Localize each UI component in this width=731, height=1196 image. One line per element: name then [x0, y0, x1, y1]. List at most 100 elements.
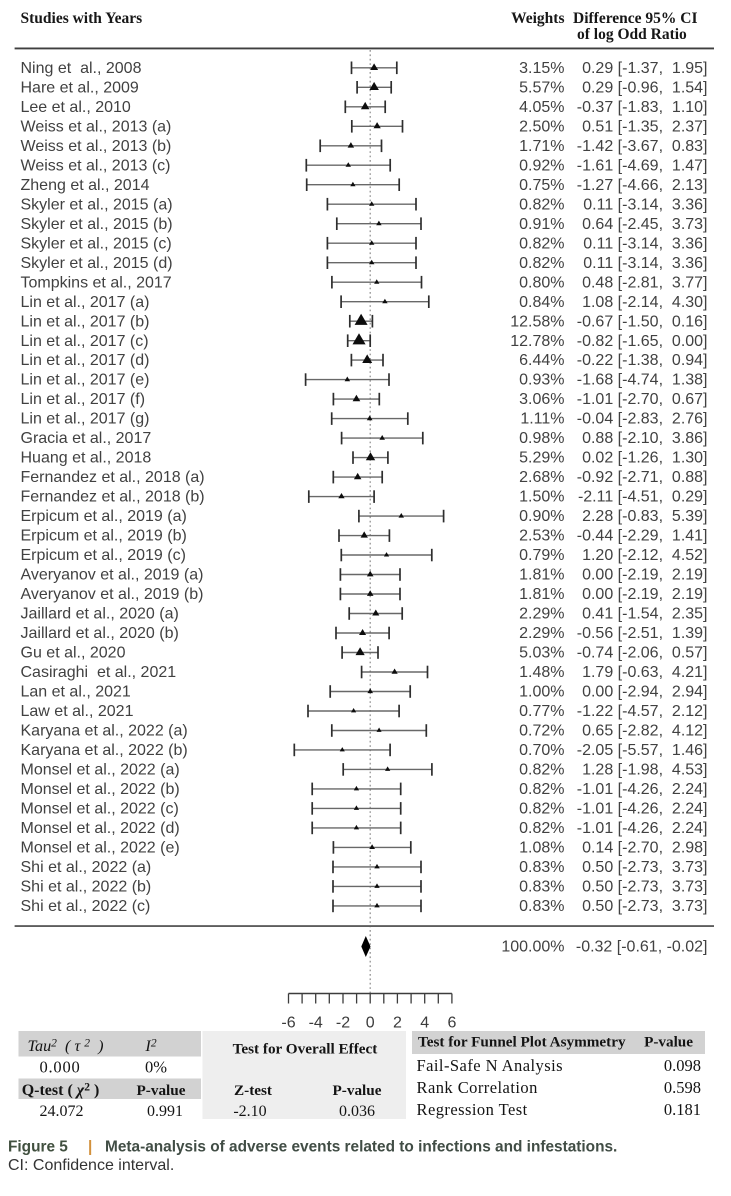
svg-text:Gracia et al., 2017: Gracia et al., 2017 — [21, 430, 152, 447]
svg-text:0.82%: 0.82% — [519, 781, 564, 798]
svg-text:Regression Test: Regression Test — [417, 1100, 528, 1119]
svg-text:Lin et al., 2017 (g): Lin et al., 2017 (g) — [21, 411, 150, 428]
svg-text:Fernandez et al., 2018 (a): Fernandez et al., 2018 (a) — [21, 469, 205, 486]
svg-text:P-value: P-value — [333, 1082, 382, 1099]
svg-text:Studies with Years: Studies with Years — [21, 10, 143, 27]
svg-text:1.71%: 1.71% — [519, 138, 564, 155]
svg-text:1.00%: 1.00% — [519, 684, 564, 701]
svg-text:0.991: 0.991 — [147, 1103, 183, 1120]
svg-text:P-value: P-value — [644, 1034, 693, 1051]
svg-text:-1.01 [-4.26, 2.24]: -1.01 [-4.26, 2.24] — [577, 781, 708, 798]
svg-text:-4: -4 — [309, 1015, 323, 1032]
svg-text:Jaillard et al., 2020 (b): Jaillard et al., 2020 (b) — [21, 625, 179, 642]
svg-text:0.11 [-3.14, 3.36]: 0.11 [-3.14, 3.36] — [583, 255, 707, 272]
svg-text:0%: 0% — [145, 1058, 167, 1077]
svg-text:1.28 [-1.98, 4.53]: 1.28 [-1.98, 4.53] — [582, 762, 707, 779]
svg-text:P-value: P-value — [137, 1082, 186, 1099]
svg-text:Monsel et al., 2022 (c): Monsel et al., 2022 (c) — [21, 801, 179, 818]
svg-text:-0.67 [-1.50, 0.16]: -0.67 [-1.50, 0.16] — [577, 313, 708, 330]
svg-text:1.81%: 1.81% — [519, 586, 564, 603]
svg-text:0.51 [-1.35, 2.37]: 0.51 [-1.35, 2.37] — [582, 118, 707, 135]
svg-text:0.79%: 0.79% — [519, 547, 564, 564]
svg-text:Lan et al., 2021: Lan et al., 2021 — [21, 684, 131, 701]
svg-text:Q-test ( χ2 ): Q-test ( χ2 ) — [22, 1082, 100, 1100]
svg-text:-2.05 [-5.57, 1.46]: -2.05 [-5.57, 1.46] — [577, 742, 708, 759]
svg-text:-1.27 [-4.66, 2.13]: -1.27 [-4.66, 2.13] — [577, 177, 708, 194]
svg-text:-0.04 [-2.83, 2.76]: -0.04 [-2.83, 2.76] — [577, 411, 708, 428]
svg-text:-1.01 [-2.70, 0.67]: -1.01 [-2.70, 0.67] — [577, 391, 708, 408]
svg-text:Gu et al., 2020: Gu et al., 2020 — [21, 645, 126, 662]
svg-text:Tompkins et al., 2017: Tompkins et al., 2017 — [21, 274, 172, 291]
svg-text:-1.61 [-4.69, 1.47]: -1.61 [-4.69, 1.47] — [577, 157, 708, 174]
svg-text:0.11 [-3.14, 3.36]: 0.11 [-3.14, 3.36] — [583, 235, 707, 252]
svg-text:Lin et al., 2017 (a): Lin et al., 2017 (a) — [21, 294, 150, 311]
svg-text:-0.56 [-2.51, 1.39]: -0.56 [-2.51, 1.39] — [577, 625, 708, 642]
svg-text:Lin et al., 2017 (b): Lin et al., 2017 (b) — [21, 313, 150, 330]
svg-text:Erpicum et al., 2019 (b): Erpicum et al., 2019 (b) — [21, 528, 187, 545]
svg-text:Skyler et al., 2015 (c): Skyler et al., 2015 (c) — [21, 235, 172, 252]
svg-text:2.29%: 2.29% — [519, 606, 564, 623]
svg-text:Skyler et al., 2015 (d): Skyler et al., 2015 (d) — [21, 255, 173, 272]
svg-text:Fail-Safe N Analysis: Fail-Safe N Analysis — [417, 1056, 564, 1075]
svg-text:0.41 [-1.54, 2.35]: 0.41 [-1.54, 2.35] — [582, 606, 707, 623]
svg-text:Lin et al., 2017 (f): Lin et al., 2017 (f) — [21, 391, 146, 408]
svg-text:3.15%: 3.15% — [519, 60, 564, 77]
svg-text:Fernandez et al., 2018 (b): Fernandez et al., 2018 (b) — [21, 489, 205, 506]
svg-text:-0.44 [-2.29, 1.41]: -0.44 [-2.29, 1.41] — [577, 528, 708, 545]
svg-text:-1.01 [-4.26, 2.24]: -1.01 [-4.26, 2.24] — [577, 820, 708, 837]
svg-text:4: 4 — [420, 1015, 429, 1032]
svg-text:1.50%: 1.50% — [519, 489, 564, 506]
svg-text:1.79 [-0.63, 4.21]: 1.79 [-0.63, 4.21] — [582, 664, 707, 681]
svg-text:Averyanov et al., 2019 (a): Averyanov et al., 2019 (a) — [21, 567, 204, 584]
svg-text:Huang et al., 2018: Huang et al., 2018 — [21, 450, 152, 467]
svg-text:Monsel et al., 2022 (d): Monsel et al., 2022 (d) — [21, 820, 180, 837]
svg-text:0.000: 0.000 — [39, 1058, 80, 1077]
svg-text:Lin et al., 2017 (c): Lin et al., 2017 (c) — [21, 333, 149, 350]
svg-text:Z-test: Z-test — [234, 1082, 272, 1099]
svg-text:0.036: 0.036 — [339, 1103, 375, 1120]
svg-text:Test for Funnel Plot Asymmetry: Test for Funnel Plot Asymmetry — [418, 1034, 626, 1051]
svg-text:0.72%: 0.72% — [519, 723, 564, 740]
svg-text:1.11%: 1.11% — [520, 411, 564, 428]
svg-text:5.57%: 5.57% — [519, 79, 564, 96]
svg-text:0.77%: 0.77% — [519, 703, 564, 720]
svg-text:1.81%: 1.81% — [519, 567, 564, 584]
svg-text:Monsel et al., 2022 (b): Monsel et al., 2022 (b) — [21, 781, 180, 798]
svg-text:0.83%: 0.83% — [519, 859, 564, 876]
svg-text:0.50 [-2.73, 3.73]: 0.50 [-2.73, 3.73] — [582, 859, 707, 876]
svg-text:-0.37 [-1.83, 1.10]: -0.37 [-1.83, 1.10] — [577, 99, 708, 116]
svg-text:2.29%: 2.29% — [519, 625, 564, 642]
svg-text:12.58%: 12.58% — [510, 313, 564, 330]
svg-text:0.82%: 0.82% — [519, 762, 564, 779]
svg-text:0.098: 0.098 — [664, 1056, 701, 1075]
svg-text:0.29 [-0.96, 1.54]: 0.29 [-0.96, 1.54] — [582, 79, 707, 96]
svg-text:of log Odd Ratio: of log Odd Ratio — [577, 26, 687, 43]
svg-text:0.29 [-1.37, 1.95]: 0.29 [-1.37, 1.95] — [582, 60, 707, 77]
svg-text:1.08%: 1.08% — [519, 840, 564, 857]
svg-text:2.50%: 2.50% — [519, 118, 564, 135]
svg-text:0.00 [-2.94, 2.94]: 0.00 [-2.94, 2.94] — [582, 684, 707, 701]
svg-text:0.83%: 0.83% — [519, 898, 564, 915]
svg-text:6: 6 — [447, 1015, 456, 1032]
svg-text:0.75%: 0.75% — [519, 177, 564, 194]
svg-text:Zheng et al., 2014: Zheng et al., 2014 — [21, 177, 150, 194]
svg-text:Weiss et al., 2013 (a): Weiss et al., 2013 (a) — [21, 118, 172, 135]
svg-text:Casiraghi et al., 2021: Casiraghi et al., 2021 — [21, 664, 177, 681]
svg-text:0.181: 0.181 — [664, 1100, 701, 1119]
svg-text:0: 0 — [366, 1015, 375, 1032]
svg-text:0.64 [-2.45, 3.73]: 0.64 [-2.45, 3.73] — [582, 216, 707, 233]
svg-text:0.00 [-2.19, 2.19]: 0.00 [-2.19, 2.19] — [582, 586, 707, 603]
svg-text:0.82%: 0.82% — [519, 196, 564, 213]
svg-text:Karyana et al., 2022 (b): Karyana et al., 2022 (b) — [21, 742, 188, 759]
svg-text:0.98%: 0.98% — [519, 430, 564, 447]
svg-text:Lee et al., 2010: Lee et al., 2010 — [21, 99, 131, 116]
svg-text:-0.22 [-1.38, 0.94]: -0.22 [-1.38, 0.94] — [577, 352, 708, 369]
svg-text:6.44%: 6.44% — [519, 352, 564, 369]
svg-text:0.50 [-2.73, 3.73]: 0.50 [-2.73, 3.73] — [582, 879, 707, 896]
svg-text:-1.22 [-4.57, 2.12]: -1.22 [-4.57, 2.12] — [577, 703, 708, 720]
svg-text:Law et al., 2021: Law et al., 2021 — [21, 703, 134, 720]
svg-text:12.78%: 12.78% — [510, 333, 564, 350]
svg-text:5.03%: 5.03% — [519, 645, 564, 662]
svg-text:Shi et al., 2022 (c): Shi et al., 2022 (c) — [21, 898, 151, 915]
svg-text:-0.32 [-0.61, -0.02]: -0.32 [-0.61, -0.02] — [576, 939, 708, 956]
